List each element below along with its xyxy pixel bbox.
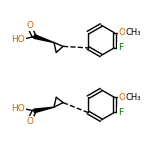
Text: O: O bbox=[26, 21, 33, 30]
Text: O: O bbox=[26, 117, 33, 126]
Text: CH₃: CH₃ bbox=[126, 93, 141, 102]
Text: HO: HO bbox=[11, 35, 25, 44]
Text: O: O bbox=[119, 28, 126, 37]
Text: F: F bbox=[118, 43, 123, 52]
Polygon shape bbox=[34, 107, 54, 113]
Text: HO: HO bbox=[11, 104, 25, 113]
Text: O: O bbox=[119, 93, 126, 102]
Text: CH₃: CH₃ bbox=[126, 28, 141, 37]
Text: F: F bbox=[118, 108, 123, 117]
Polygon shape bbox=[34, 35, 54, 43]
